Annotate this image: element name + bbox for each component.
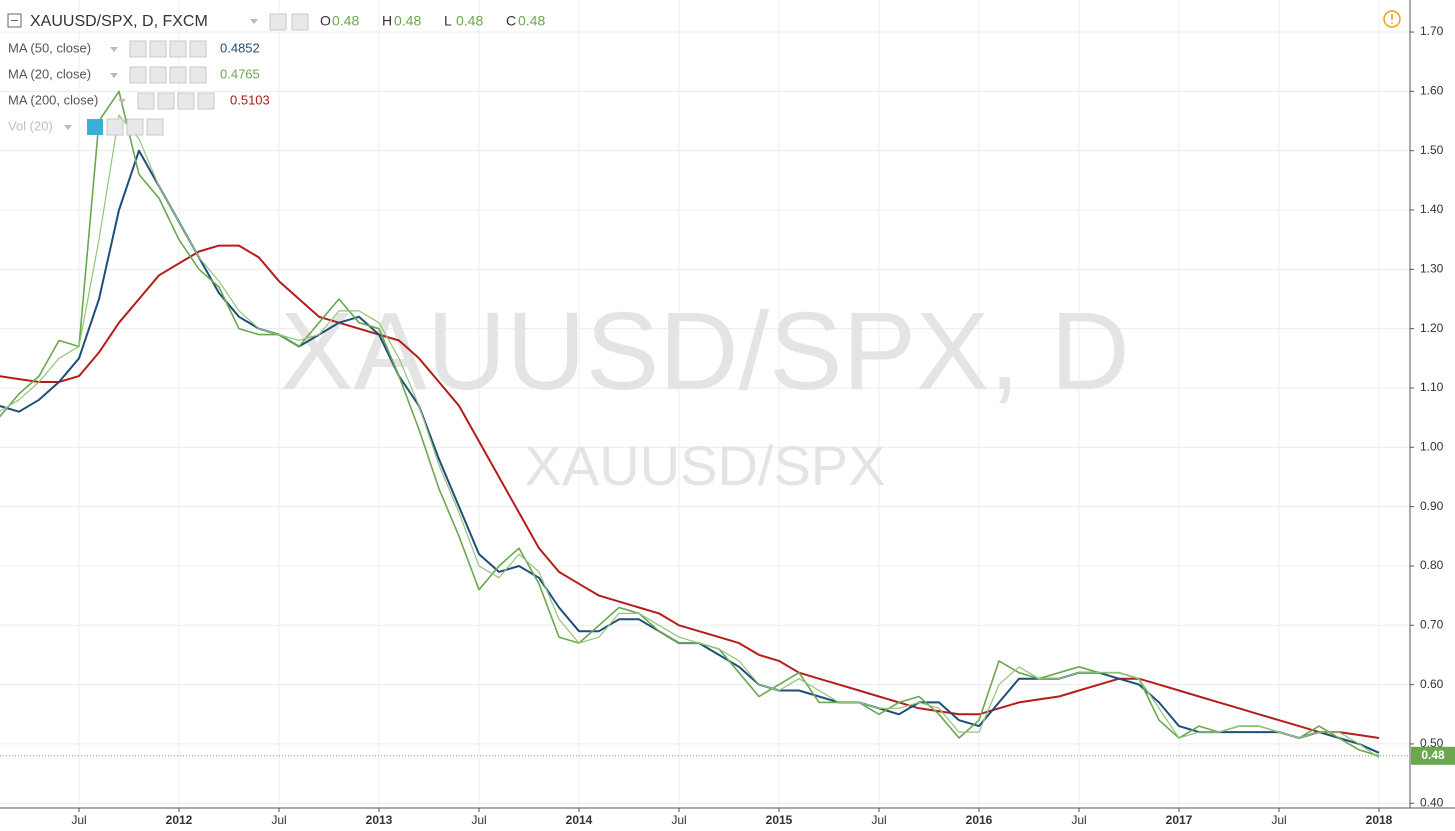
collapse-button[interactable]	[7, 13, 22, 28]
settings-button[interactable]	[291, 13, 309, 31]
plot-lines	[0, 90, 1380, 759]
legend-name: Vol (20)	[8, 118, 53, 133]
ohlc-label: C	[506, 13, 516, 29]
legend-name: MA (50, close)	[8, 40, 91, 55]
x-tick-label: Jul	[1271, 813, 1286, 827]
legend-icon-button[interactable]	[137, 92, 155, 110]
legend-icon-button[interactable]	[87, 119, 103, 135]
legend-dropdown	[118, 99, 126, 104]
x-tick-label: Jul	[71, 813, 86, 827]
dropdown-arrow[interactable]	[250, 19, 258, 24]
visibility-button[interactable]	[269, 13, 287, 31]
x-tick-label: 2018	[1366, 813, 1393, 827]
last-price-box	[1411, 746, 1455, 765]
legend: MA (50, close) 0.4852 MA (20, close) 0.4765…	[8, 40, 270, 136]
ohlc-values: O 0.48 H 0.48 L 0.48 C 0.48	[320, 13, 545, 29]
legend-dropdown	[110, 47, 118, 52]
legend-dropdown	[110, 73, 118, 78]
legend-icon-button[interactable]	[106, 118, 124, 136]
alert-icon-dot	[1391, 22, 1393, 24]
legend-icon-button[interactable]	[169, 40, 187, 58]
ohlc-value: 0.48	[456, 13, 483, 29]
x-tick-label: Jul	[471, 813, 486, 827]
legend-name: MA (200, close)	[8, 92, 98, 107]
x-tick-label: 2013	[366, 813, 393, 827]
y-tick-label: 0.40	[1420, 795, 1444, 809]
legend-value: 0.4852	[220, 40, 260, 55]
grid	[0, 0, 1410, 808]
symbol-title: XAUUSD/SPX, D, FXCM	[30, 13, 208, 30]
ohlc-label: L	[444, 13, 452, 29]
y-tick-label: 1.30	[1420, 262, 1444, 276]
x-tick-label: Jul	[671, 813, 686, 827]
ohlc-label: O	[320, 13, 331, 29]
x-tick-label: Jul	[871, 813, 886, 827]
legend-icon-button[interactable]	[157, 92, 175, 110]
ohlc-label: H	[382, 13, 392, 29]
last-price-label: 0.48	[1421, 748, 1445, 762]
alert-icon[interactable]	[1383, 10, 1401, 28]
series-line	[0, 90, 1380, 757]
series-line	[0, 244, 1380, 739]
y-tick-label: 1.00	[1420, 439, 1444, 453]
legend-value: 0.4765	[220, 66, 260, 81]
legend-icon-button[interactable]	[189, 66, 207, 84]
watermark: XAUUSD/SPX, D	[280, 290, 1130, 413]
watermark-subtitle: XAUUSD/SPX	[525, 434, 886, 497]
y-tick-label: 1.60	[1420, 84, 1444, 98]
y-tick-label: 1.10	[1420, 380, 1444, 394]
legend-value: 0.5103	[230, 92, 270, 107]
legend-icon-button[interactable]	[177, 92, 195, 110]
legend-icon-button[interactable]	[149, 66, 167, 84]
y-tick-label: 0.80	[1420, 558, 1444, 572]
y-tick-label: 1.40	[1420, 202, 1444, 216]
y-tick-label: 0.50	[1420, 736, 1444, 750]
x-tick-label: 2017	[1166, 813, 1193, 827]
y-tick-label: 0.90	[1420, 499, 1444, 513]
legend-icon-button[interactable]	[129, 66, 147, 84]
x-tick-label: Jul	[271, 813, 286, 827]
x-tick-label: 2014	[566, 813, 593, 827]
legend-icon-button[interactable]	[129, 40, 147, 58]
y-tick-label: 1.20	[1420, 321, 1444, 335]
x-tick-label: 2015	[766, 813, 793, 827]
ohlc-value: 0.48	[394, 13, 421, 29]
ohlc-value: 0.48	[332, 13, 359, 29]
y-tick-label: 0.70	[1420, 617, 1444, 631]
legend-icon-button[interactable]	[197, 92, 215, 110]
y-tick-label: 1.50	[1420, 143, 1444, 157]
legend-icon-button[interactable]	[149, 40, 167, 58]
ohlc-value: 0.48	[518, 13, 545, 29]
legend-dropdown	[64, 125, 72, 130]
x-tick-label: Jul	[1071, 813, 1086, 827]
series-line	[0, 114, 1380, 759]
legend-icon-button[interactable]	[169, 66, 187, 84]
legend-icon-button[interactable]	[126, 118, 144, 136]
legend-name: MA (20, close)	[8, 66, 91, 81]
legend-icon-button[interactable]	[146, 118, 164, 136]
y-tick-label: 1.70	[1420, 24, 1444, 38]
x-tick-label: 2012	[166, 813, 193, 827]
x-tick-label: 2016	[966, 813, 993, 827]
y-tick-label: 0.60	[1420, 677, 1444, 691]
legend-icon-button[interactable]	[189, 40, 207, 58]
